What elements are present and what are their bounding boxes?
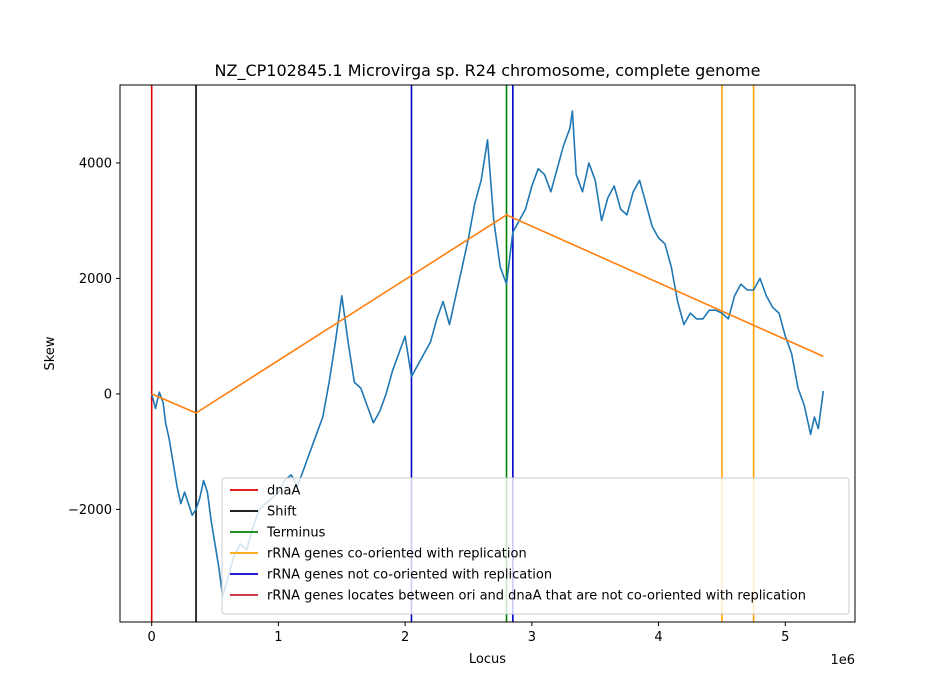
y-tick-label: 2000 (79, 272, 112, 287)
x-axis-label: Locus (469, 652, 506, 667)
y-tick-label: 0 (104, 387, 112, 402)
legend-label: rRNA genes locates between ori and dnaA … (267, 589, 806, 604)
x-tick-label: 0 (148, 630, 156, 645)
legend-label: Shift (267, 505, 297, 520)
x-tick-label: 2 (401, 630, 409, 645)
legend-label: rRNA genes not co-oriented with replicat… (267, 568, 552, 583)
y-axis: −2000 0 2000 4000 (68, 156, 120, 518)
x-axis-offset-label: 1e6 (830, 653, 855, 668)
y-axis-label: Skew (43, 336, 58, 370)
legend-label: rRNA genes co-oriented with replication (267, 547, 527, 562)
plot-frame (119, 84, 856, 623)
y-tick-label: 4000 (79, 156, 112, 171)
y-tick-label: −2000 (68, 503, 112, 518)
legend: dnaA Shift Terminus rRNA genes co-oriented … (221, 477, 850, 615)
chart-title: NZ_CP102845.1 Microvirga sp. R24 chromos… (215, 61, 761, 81)
x-tick-label: 5 (781, 630, 789, 645)
x-axis: 0 1 2 3 4 5 (148, 622, 789, 645)
legend-box (221, 477, 850, 615)
x-tick-label: 3 (528, 630, 536, 645)
x-tick-label: 1 (274, 630, 282, 645)
series-line (151, 214, 824, 414)
legend-label: dnaA (267, 484, 300, 499)
x-tick-label: 4 (654, 630, 662, 645)
legend-label: Terminus (266, 526, 326, 541)
